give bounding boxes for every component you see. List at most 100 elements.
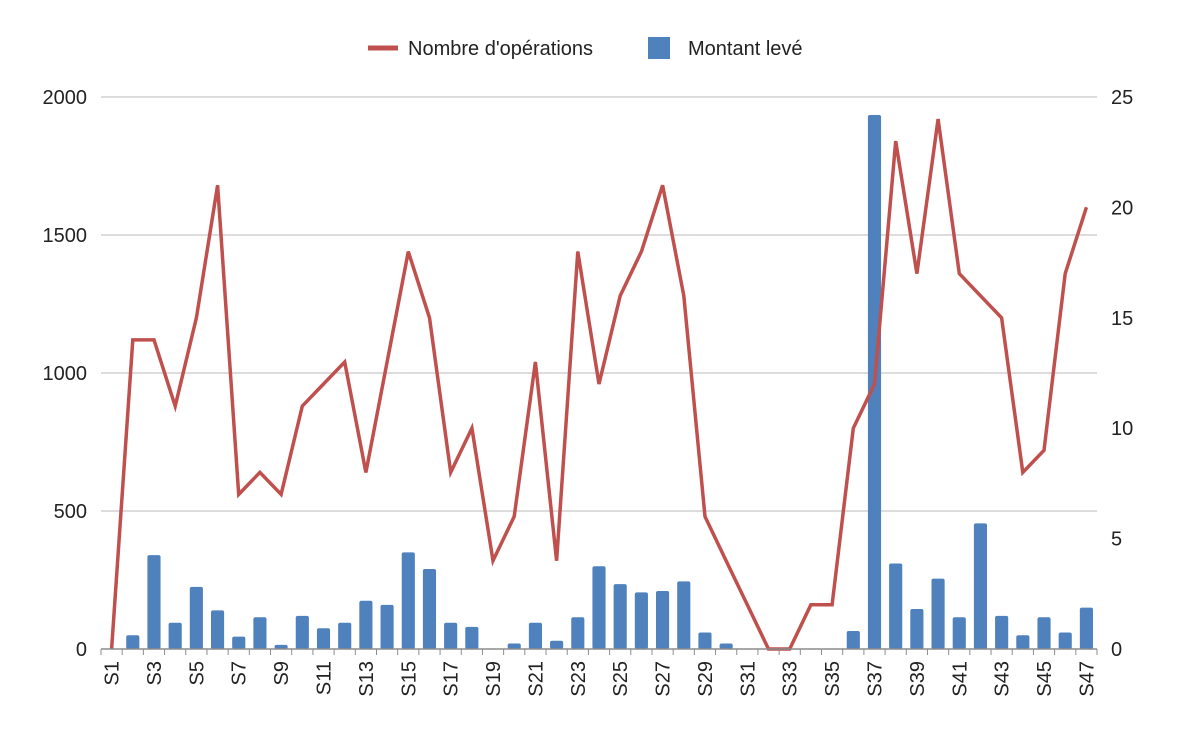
bar-S36 [846, 631, 860, 649]
line-point-S25 [619, 295, 621, 297]
x-tick-label: S29 [695, 661, 717, 697]
bar-S46 [1058, 632, 1072, 649]
line-point-S34 [810, 604, 812, 606]
line-point-S21 [534, 361, 536, 363]
line-point-S23 [577, 251, 579, 253]
line-point-S20 [513, 516, 515, 518]
line-point-S40 [937, 118, 939, 120]
bar-S23 [571, 617, 585, 649]
y-left-tick-label: 1500 [43, 225, 88, 247]
line-point-S12 [344, 361, 346, 363]
line-point-S41 [958, 273, 960, 275]
bar-S21 [528, 622, 542, 649]
line-point-S16 [428, 317, 430, 319]
y-right-tick-label: 5 [1111, 529, 1122, 551]
line-point-S47 [1085, 206, 1087, 208]
x-tick-label: S5 [186, 661, 208, 685]
legend-bar-swatch [648, 37, 670, 59]
line-point-S18 [471, 427, 473, 429]
x-tick-label: S43 [992, 661, 1014, 697]
bar-S26 [634, 592, 648, 649]
bar-S18 [465, 626, 479, 649]
line-point-S22 [556, 560, 558, 562]
x-tick-label: S1 [102, 661, 124, 685]
x-tick-label: S31 [737, 661, 759, 697]
legend: Nombre d'opérations Montant levé [368, 37, 803, 60]
line-point-S19 [492, 560, 494, 562]
bar-S20 [507, 643, 521, 649]
x-tick-label: S3 [144, 661, 166, 685]
y-right-tick-label: 10 [1111, 418, 1133, 440]
line-point-S28 [683, 295, 685, 297]
x-tick-label: S25 [610, 661, 632, 697]
y-axis-right-ticks: 0 5 10 15 20 25 [1111, 87, 1133, 661]
bar-S3 [147, 555, 161, 649]
line-point-S5 [195, 317, 197, 319]
line-point-S7 [238, 493, 240, 495]
bar-S14 [380, 604, 394, 649]
bar-S42 [973, 523, 988, 649]
line-point-S17 [450, 471, 452, 473]
bar-S15 [401, 552, 415, 649]
x-tick-label: S9 [271, 661, 293, 685]
y-left-tick-label: 500 [54, 501, 87, 523]
bar-S8 [253, 617, 267, 649]
y-axis-left-ticks: 0 500 1000 1500 2000 [43, 87, 88, 661]
bar-S22 [550, 640, 564, 649]
line-point-S24 [598, 383, 600, 385]
line-point-S8 [259, 471, 261, 473]
line-point-S6 [217, 184, 219, 186]
line-point-S27 [662, 184, 664, 186]
bar-S27 [656, 591, 670, 649]
y-right-tick-label: 25 [1111, 87, 1133, 109]
x-tick-label: S41 [949, 661, 971, 697]
bar-S39 [910, 608, 924, 649]
line-point-S31 [746, 604, 748, 606]
x-tick-label: S13 [356, 661, 378, 697]
y-left-tick-label: 0 [76, 639, 87, 661]
x-tick-label: S7 [229, 661, 251, 685]
bar-S9 [274, 644, 288, 649]
bar-S41 [952, 617, 966, 649]
line-point-S15 [407, 251, 409, 253]
line-point-S29 [704, 516, 706, 518]
x-tick-label: S35 [822, 661, 844, 697]
line-series-nombre-operations [109, 118, 1089, 651]
line-point-S2 [132, 339, 134, 341]
line-point-S13 [365, 471, 367, 473]
x-tick-label: S23 [568, 661, 590, 697]
line-point-S42 [979, 295, 981, 297]
bar-S30 [719, 643, 733, 649]
x-tick-label: S21 [525, 661, 547, 697]
x-tick-label: S15 [398, 661, 420, 697]
line-point-S14 [386, 361, 388, 363]
line-point-S43 [1001, 317, 1003, 319]
y-left-tick-label: 2000 [43, 87, 88, 109]
bar-S25 [613, 584, 627, 649]
bar-S11 [316, 628, 331, 649]
line-point-S37 [873, 383, 875, 385]
bar-S16 [422, 568, 437, 649]
bar-S10 [295, 615, 309, 649]
y-right-tick-label: 20 [1111, 197, 1133, 219]
bar-S5 [189, 586, 203, 649]
x-axis-ticks: S1 S3 S5 S7 S9 S11 S13 S15 S17 S19 S21 S23 S25 S27 S29… [100, 649, 1098, 697]
bar-S7 [232, 636, 246, 649]
x-tick-label: S33 [780, 661, 802, 697]
x-tick-label: S17 [441, 661, 463, 697]
line-point-S38 [895, 140, 897, 142]
bar-S13 [359, 600, 373, 649]
line-point-S36 [852, 427, 854, 429]
line-point-S44 [1022, 471, 1024, 473]
bar-S43 [995, 615, 1009, 649]
x-tick-label: S47 [1076, 661, 1098, 697]
line-point-S26 [640, 251, 642, 253]
bar-S38 [889, 563, 903, 649]
x-tick-label: S45 [1034, 661, 1056, 697]
x-tick-label: S37 [864, 661, 886, 697]
x-tick-label: S27 [653, 661, 675, 697]
bar-S44 [1016, 635, 1030, 649]
x-tick-label: S11 [314, 661, 336, 695]
x-tick-label: S19 [483, 661, 505, 697]
